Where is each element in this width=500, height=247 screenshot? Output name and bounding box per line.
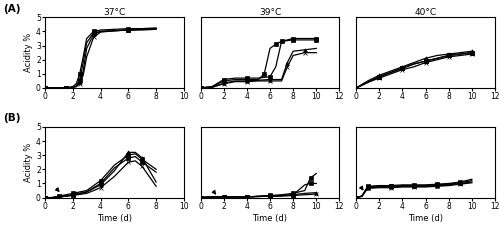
- Text: (B): (B): [4, 113, 21, 123]
- X-axis label: Time (d): Time (d): [408, 214, 443, 223]
- X-axis label: Time (d): Time (d): [252, 214, 288, 223]
- Title: 40°C: 40°C: [414, 7, 436, 17]
- X-axis label: Time (d): Time (d): [97, 214, 132, 223]
- Y-axis label: Acidity %: Acidity %: [24, 143, 33, 182]
- Text: (A): (A): [4, 4, 21, 14]
- Y-axis label: Acidity %: Acidity %: [24, 33, 33, 72]
- Title: 37°C: 37°C: [104, 7, 126, 17]
- Title: 39°C: 39°C: [259, 7, 281, 17]
